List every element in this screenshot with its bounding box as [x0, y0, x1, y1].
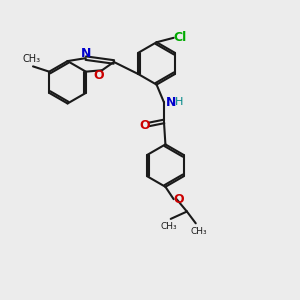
Text: N: N [81, 47, 92, 60]
Text: O: O [140, 119, 150, 132]
Text: CH₃: CH₃ [191, 227, 208, 236]
Text: N: N [166, 96, 177, 109]
Text: O: O [174, 193, 184, 206]
Text: CH₃: CH₃ [22, 54, 40, 64]
Text: H: H [175, 97, 184, 107]
Text: O: O [93, 69, 104, 82]
Text: Cl: Cl [173, 31, 187, 44]
Text: CH₃: CH₃ [160, 222, 177, 231]
